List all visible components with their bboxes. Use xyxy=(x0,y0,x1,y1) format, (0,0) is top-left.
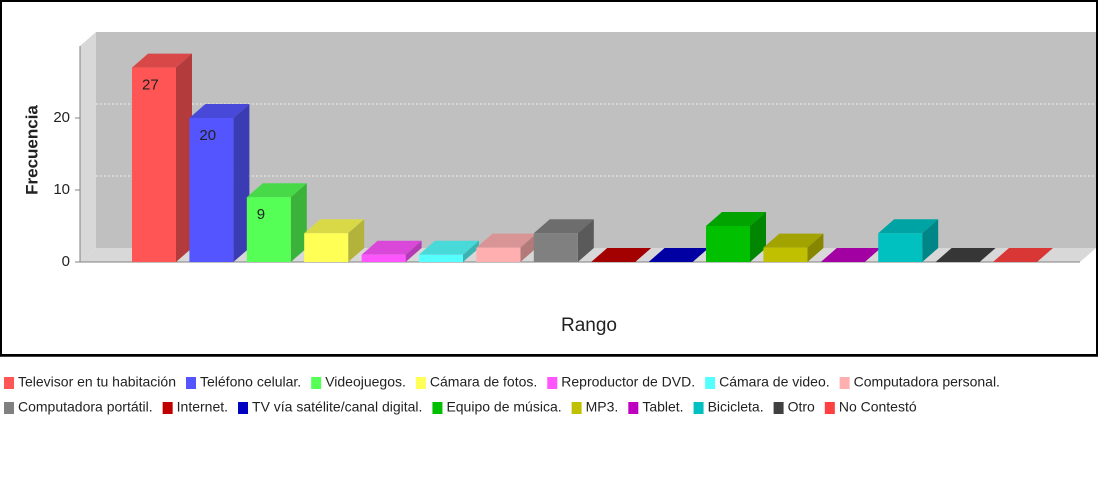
legend-label: Televisor en tu habitación xyxy=(18,374,176,390)
bar-side xyxy=(577,219,594,262)
y-tick-label: 20 xyxy=(53,109,70,126)
bar-top xyxy=(246,183,307,198)
y-tick-label: 10 xyxy=(53,181,70,198)
legend-swatch xyxy=(311,377,322,389)
legend-label: MP3. xyxy=(586,399,619,415)
bar-side xyxy=(807,233,824,262)
legend-label: Teléfono celular. xyxy=(200,374,301,390)
bar-side xyxy=(290,183,307,262)
legend-swatch xyxy=(547,377,558,389)
back-wall xyxy=(96,32,1096,248)
bar-top xyxy=(591,248,652,262)
bar-top xyxy=(361,240,422,255)
bar-top xyxy=(132,53,192,68)
legend-label: Internet. xyxy=(177,399,228,415)
legend-swatch xyxy=(4,402,14,414)
bar xyxy=(476,247,521,262)
legend-label: Bicicleta. xyxy=(708,399,764,415)
legend-swatch xyxy=(693,402,704,414)
bar-top xyxy=(189,104,250,118)
legend-label: Computadora portátil. xyxy=(18,399,153,415)
bar xyxy=(189,118,234,262)
bar xyxy=(419,254,463,262)
legend-swatch xyxy=(186,377,196,389)
bar-side xyxy=(233,104,250,262)
legend-swatch xyxy=(705,377,716,389)
bar-side xyxy=(348,219,365,262)
left-wall xyxy=(80,32,96,262)
legend-label: Otro xyxy=(788,399,815,415)
bar-top xyxy=(304,219,365,234)
legend-swatch xyxy=(839,377,850,389)
legend-swatch xyxy=(773,402,784,414)
legend-label: Tablet. xyxy=(642,399,683,415)
bar xyxy=(533,233,578,262)
bar-top xyxy=(476,233,537,248)
bar-label: 27 xyxy=(142,77,159,94)
legend-label: TV vía satélite/canal digital. xyxy=(252,399,422,415)
legend-label: Cámara de video. xyxy=(719,374,830,390)
bar-label: 9 xyxy=(257,206,265,223)
bar-top xyxy=(820,248,881,262)
bar-top xyxy=(648,248,709,262)
legend-swatch xyxy=(628,402,639,414)
bar xyxy=(763,247,808,262)
bar-side xyxy=(520,233,537,262)
bar-top xyxy=(533,219,594,234)
legend-swatch xyxy=(571,402,582,414)
legend-swatch xyxy=(824,402,835,414)
bar xyxy=(878,233,923,262)
legend-swatch xyxy=(238,402,249,414)
bar-label: 20 xyxy=(199,127,216,144)
bar-side xyxy=(922,219,939,262)
legend-label: Reproductor de DVD. xyxy=(561,374,695,390)
bar-top xyxy=(878,219,939,234)
legend-label: No Contestó xyxy=(839,399,917,415)
bar xyxy=(361,254,406,262)
legend-label: Cámara de fotos. xyxy=(430,374,537,390)
legend-swatch xyxy=(4,377,14,389)
legend-swatch xyxy=(432,402,443,414)
bar-top xyxy=(419,240,479,255)
bar-side xyxy=(750,212,766,262)
bar xyxy=(304,233,349,262)
legend-swatch xyxy=(162,402,173,414)
bar-top xyxy=(706,212,766,226)
legend-label: Computadora personal. xyxy=(854,374,1000,390)
bar xyxy=(246,197,291,262)
y-axis-label: Frecuencia xyxy=(22,105,41,195)
bar-top xyxy=(935,248,996,262)
bar-side xyxy=(176,53,192,262)
bar-top xyxy=(763,233,824,248)
legend-swatch xyxy=(415,377,426,389)
bar xyxy=(132,67,176,262)
bar-top xyxy=(993,248,1053,262)
bar-side xyxy=(405,240,422,262)
legend-label: Equipo de música. xyxy=(446,399,561,415)
y-tick-label: 0 xyxy=(62,253,70,270)
bar-side xyxy=(463,240,479,262)
bar xyxy=(706,226,750,262)
legend-label: Videojuegos. xyxy=(325,374,406,390)
x-axis-label: Rango xyxy=(561,315,617,336)
